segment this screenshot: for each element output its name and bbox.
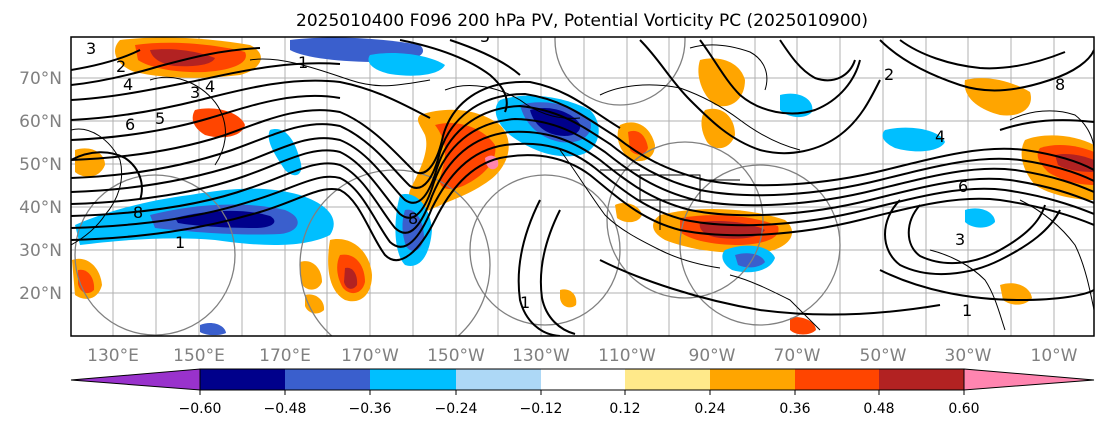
colorbar-tick-label: 0.24	[694, 401, 725, 417]
pos-anomaly-florida	[615, 203, 642, 223]
contour-label: 3	[190, 83, 200, 102]
neg-anomaly-midatlantic	[882, 127, 945, 152]
lat-label: 70°N	[19, 69, 62, 89]
contour-labels: 3 2 4 3 4 6 5 8 1 2 8 4 1 1 8 1 5 3 6	[86, 27, 1065, 320]
contour-label: 4	[205, 77, 215, 96]
neg-anomaly-bering	[368, 53, 445, 76]
lat-label: 40°N	[19, 198, 62, 218]
colorbar: −0.60 −0.48 −0.36 −0.24 −0.12 0.12 0.24 …	[70, 368, 1095, 417]
neg-anomaly-tropics	[200, 322, 226, 336]
longitude-labels: 130°E 150°E 170°E 170°W 150°W 130°W 110°…	[87, 346, 1078, 366]
colorbar-tick-label: −0.60	[179, 401, 222, 417]
colorbar-bin	[795, 369, 879, 390]
colorbar-tick-label: −0.24	[435, 401, 478, 417]
colorbar-tick-label: 0.36	[779, 401, 810, 417]
colorbar-bin	[710, 369, 795, 390]
contour-label: 8	[408, 209, 418, 228]
colorbar-bin	[879, 369, 964, 390]
lon-label: 150°E	[173, 346, 225, 366]
latitude-labels: 70°N 60°N 50°N 40°N 30°N 20°N	[19, 69, 62, 304]
contour-label: 3	[955, 230, 965, 249]
neg-anomaly-alaska-deep	[530, 107, 581, 136]
lon-label: 110°W	[598, 346, 656, 366]
pos-anomaly-hawaii	[305, 294, 325, 314]
lon-label: 130°E	[87, 346, 139, 366]
pos-anomaly-greenland	[698, 58, 745, 107]
lon-label: 130°W	[512, 346, 570, 366]
colorbar-tick-label: −0.12	[520, 401, 563, 417]
lon-label: 150°W	[427, 346, 485, 366]
contour-label: 4	[123, 75, 133, 94]
lat-label: 20°N	[19, 284, 62, 304]
lon-label: 30°W	[945, 346, 992, 366]
colorbar-bin	[625, 369, 710, 390]
lat-label: 30°N	[19, 241, 62, 261]
reference-circles	[74, 37, 841, 336]
map-frame	[70, 36, 1095, 337]
colorbar-bin	[456, 369, 541, 390]
contour-label: 6	[958, 177, 968, 196]
contour-label: 2	[884, 65, 894, 84]
figure-title: 2025010400 F096 200 hPa PV, Potential Vo…	[296, 11, 868, 31]
colorbar-ticks	[199, 390, 965, 395]
contour-label: 4	[935, 127, 945, 146]
lat-label: 60°N	[19, 112, 62, 132]
colorbar-tick-label: 0.48	[863, 401, 894, 417]
pos-anomaly-okhotsk	[192, 108, 245, 138]
colorbar-tick-label: 0.12	[609, 401, 640, 417]
colorbar-bin	[541, 369, 625, 390]
colorbar-bin	[285, 369, 370, 390]
colorbar-bin	[200, 369, 285, 390]
pv-contours	[71, 39, 1094, 336]
colorbar-bin	[370, 369, 456, 390]
contour-label: 6	[125, 115, 135, 134]
lon-label: 10°W	[1031, 346, 1078, 366]
lon-label: 170°W	[341, 346, 399, 366]
contour-label: 5	[155, 109, 165, 128]
lon-label: 70°W	[774, 346, 821, 366]
neg-anomaly-caribbean-core	[735, 253, 765, 268]
lon-label: 90°W	[689, 346, 736, 366]
pos-anomaly-kamchatka-deep	[150, 49, 215, 67]
pos-anomaly-centralpacific-deep	[344, 267, 358, 289]
pos-anomaly-midwest	[560, 289, 577, 308]
colorbar-over	[963, 368, 1095, 391]
colorbar-under	[70, 368, 201, 391]
lon-label: 170°E	[259, 346, 311, 366]
contour-label: 8	[1055, 75, 1065, 94]
colorbar-tick-label: −0.48	[264, 401, 307, 417]
neg-anomaly-azores	[965, 208, 995, 228]
contour-label: 1	[962, 301, 972, 320]
contour-label: 5	[480, 27, 490, 46]
contour-label: 8	[133, 203, 143, 222]
contour-label: 2	[116, 57, 126, 76]
colorbar-tick-label: −0.36	[349, 401, 392, 417]
contour-label: 1	[520, 293, 530, 312]
contour-label: 1	[298, 53, 308, 72]
neg-anomaly-labrador	[780, 93, 813, 118]
pos-anomaly-mexico	[790, 317, 816, 335]
lat-label: 50°N	[19, 155, 62, 175]
contour-label: 3	[86, 39, 96, 58]
contour-label: 1	[175, 233, 185, 252]
colorbar-tick-label: 0.60	[948, 401, 979, 417]
lon-label: 50°W	[860, 346, 907, 366]
colorbar-frame	[199, 368, 965, 391]
map-panel: 3 2 4 3 4 6 5 8 1 2 8 4 1 1 8 1 5 3 6	[70, 27, 1095, 337]
pos-anomaly-iceland	[964, 78, 1031, 116]
neg-anomaly-gulf	[268, 129, 302, 176]
pos-anomaly-tropics	[300, 261, 322, 290]
